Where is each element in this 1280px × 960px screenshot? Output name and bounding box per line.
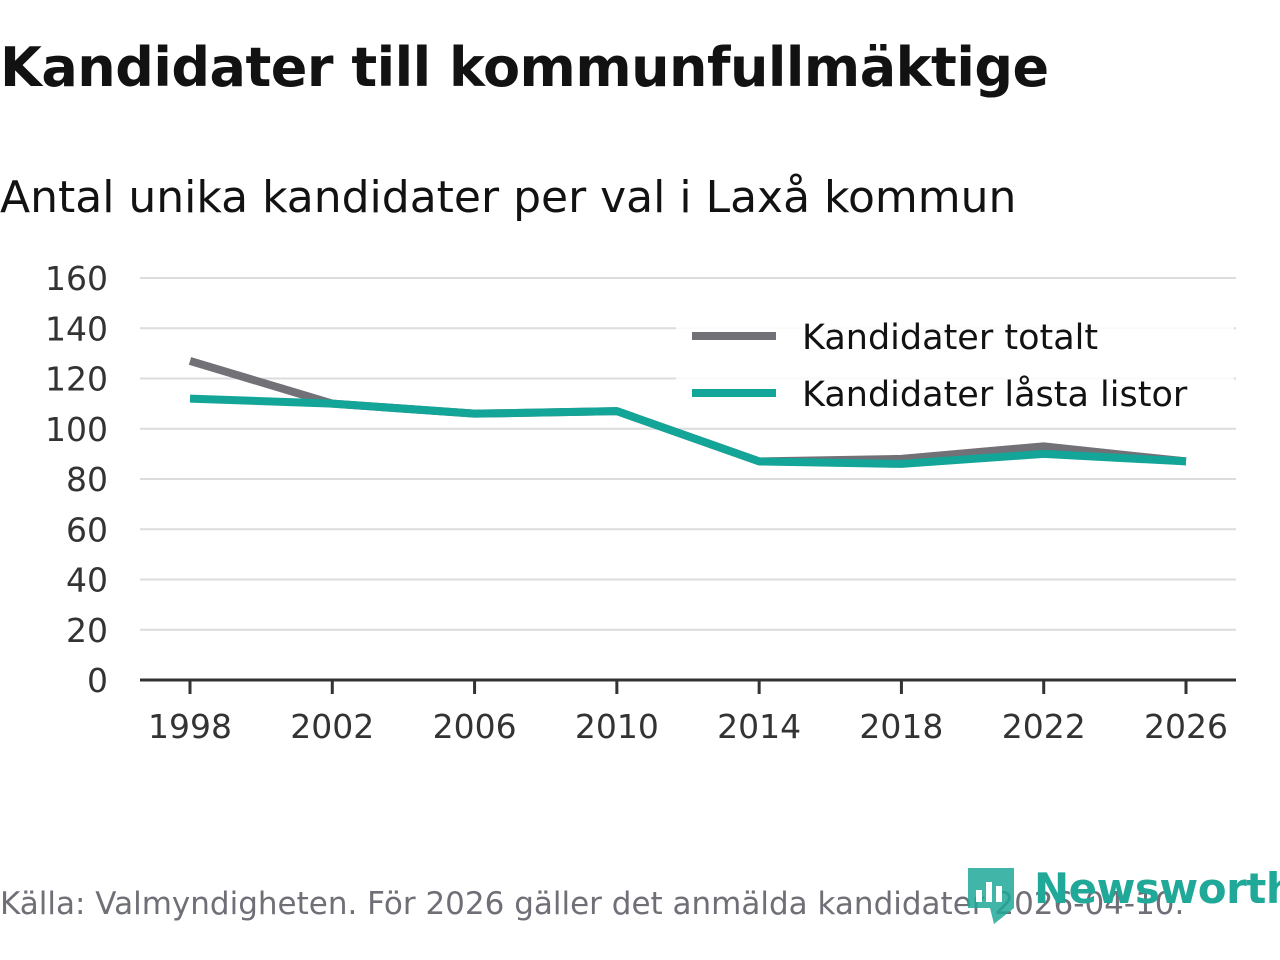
x-tick-label: 2006: [433, 707, 517, 746]
y-tick-label: 80: [66, 460, 108, 499]
y-tick-label: 20: [66, 611, 108, 650]
legend: Kandidater totalt Kandidater låsta listor: [676, 312, 1234, 422]
x-tick-label: 1998: [148, 707, 232, 746]
x-tick-label: 2002: [290, 707, 374, 746]
x-tick-label: 2010: [575, 707, 659, 746]
y-tick-label: 60: [66, 510, 108, 549]
x-axis: 1998 2002 2006 2010 2014 2018 2022 2026: [140, 678, 1236, 746]
legend-box: [676, 312, 1234, 422]
newsworthy-logo-icon: [968, 868, 1014, 924]
y-tick-label: 140: [45, 309, 108, 348]
legend-label-1: Kandidater totalt: [802, 318, 1098, 358]
y-tick-label: 120: [45, 360, 108, 399]
y-tick-label: 40: [66, 561, 108, 600]
x-tick-label: 2022: [1002, 707, 1086, 746]
chart-subtitle: Antal unika kandidater per val i Laxå ko…: [0, 172, 1017, 223]
x-tick-label: 2018: [859, 707, 943, 746]
y-tick-label: 160: [45, 259, 108, 298]
y-tick-label: 100: [45, 410, 108, 449]
legend-label-2: Kandidater låsta listor: [802, 374, 1188, 415]
newsworthy-logo-text: Newsworthy: [1034, 864, 1280, 913]
series-lines: [188, 357, 1187, 468]
y-tick-label: 0: [87, 661, 108, 700]
chart-title: Kandidater till kommunfullmäktige: [0, 36, 1049, 99]
newsworthy-logo: Newsworthy: [964, 864, 1280, 928]
series-line-2: [189, 394, 1187, 468]
y-axis: 0 20 40 60 80 100 120 140 160: [45, 259, 108, 700]
x-tick-label: 2026: [1144, 707, 1228, 746]
x-tick-label: 2014: [717, 707, 801, 746]
